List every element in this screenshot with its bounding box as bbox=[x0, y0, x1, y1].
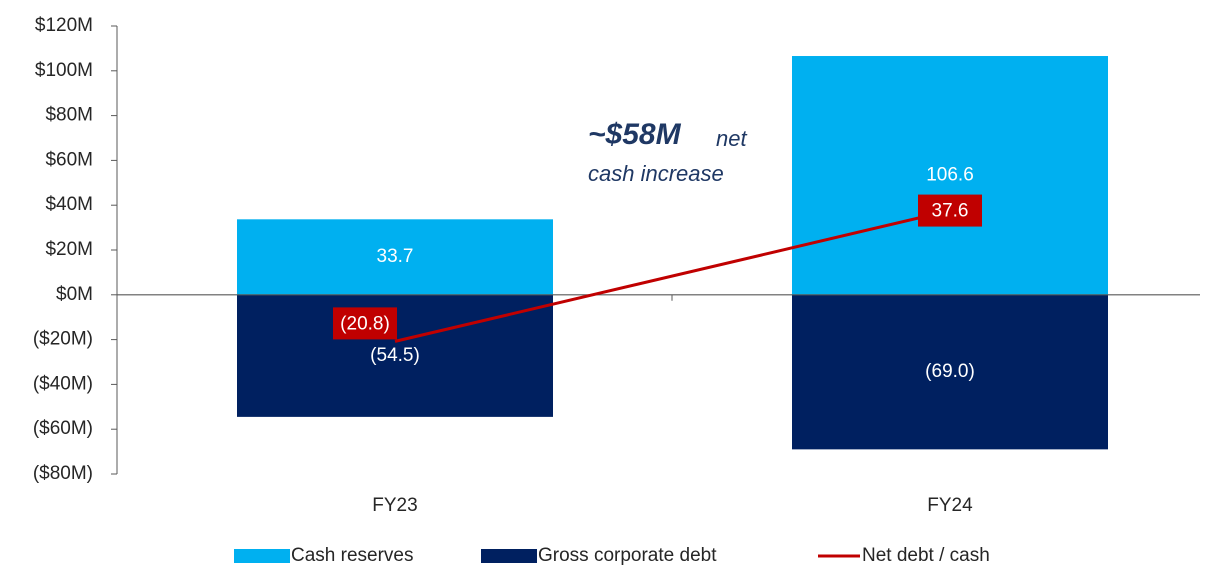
line-label: (20.8) bbox=[340, 313, 390, 334]
bar-label: (69.0) bbox=[925, 361, 975, 382]
bar bbox=[792, 56, 1108, 295]
line-label: 37.6 bbox=[932, 201, 969, 222]
legend-label: Net debt / cash bbox=[862, 545, 990, 566]
y-tick-label: ($20M) bbox=[33, 329, 93, 350]
y-tick-label: $20M bbox=[45, 239, 93, 260]
bar-label: 106.6 bbox=[926, 164, 974, 185]
legend-label: Gross corporate debt bbox=[538, 545, 717, 566]
x-tick-label: FY24 bbox=[927, 495, 973, 516]
legend-label: Cash reserves bbox=[291, 545, 414, 566]
y-tick-label: ($40M) bbox=[33, 373, 93, 394]
line bbox=[394, 209, 951, 343]
y-tick-label: $0M bbox=[56, 284, 93, 305]
legend-swatch bbox=[234, 549, 290, 563]
bar bbox=[792, 294, 1108, 450]
line-label-box bbox=[918, 194, 982, 227]
y-tick-label: $40M bbox=[45, 194, 93, 215]
line-label-box bbox=[333, 307, 397, 340]
bar bbox=[237, 219, 553, 295]
y-tick-label: ($80M) bbox=[33, 463, 93, 484]
y-tick-label: ($60M) bbox=[33, 418, 93, 439]
bar-label: 33.7 bbox=[377, 246, 414, 267]
annotation-line: net bbox=[716, 126, 747, 151]
y-tick-label: $120M bbox=[35, 15, 93, 36]
y-tick-label: $80M bbox=[45, 105, 93, 126]
annotation-emphasis: ~$58M bbox=[588, 118, 682, 151]
legend-swatch bbox=[481, 549, 537, 563]
y-tick-label: $60M bbox=[45, 149, 93, 170]
y-tick-label: $100M bbox=[35, 60, 93, 81]
x-tick-label: FY23 bbox=[372, 495, 417, 516]
bar-label: (54.5) bbox=[370, 345, 420, 366]
annotation-line: cash increase bbox=[588, 161, 724, 186]
